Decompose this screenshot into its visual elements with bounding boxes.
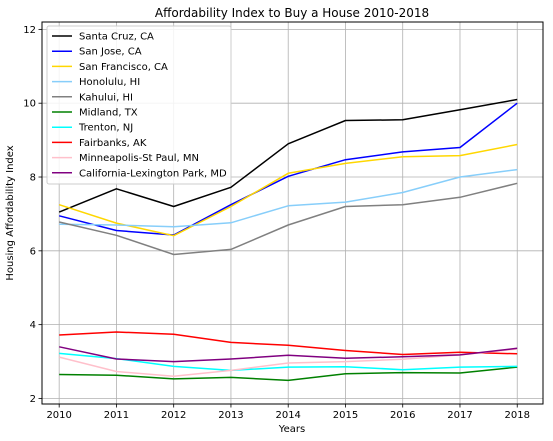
series-line-0 [58, 98, 518, 213]
legend-label: Minneapolis-St Paul, MN [79, 153, 199, 164]
legend-label: Trenton, NJ [78, 123, 133, 134]
legend-label: Santa Cruz, CA [79, 32, 154, 43]
series-line-7 [59, 331, 518, 356]
legend-label: California-Lexington Park, MD [79, 168, 227, 179]
legend-label: San Jose, CA [79, 47, 142, 58]
x-tick-label: 2011 [104, 410, 129, 421]
y-tick-label: 10 [23, 99, 36, 110]
chart-title: Affordability Index to Buy a House 2010-… [155, 6, 429, 20]
y-tick-label: 6 [30, 246, 36, 257]
series-lines [58, 98, 518, 382]
series-line-4 [59, 182, 518, 256]
y-tick-label: 8 [30, 173, 36, 184]
legend-box [46, 25, 232, 185]
legend-label: Midland, TX [79, 108, 138, 119]
legend-label: Honolulu, HI [79, 77, 140, 88]
x-tick-label: 2010 [46, 410, 71, 421]
series-line-2 [58, 143, 518, 237]
legend-label: Kahului, HI [79, 92, 133, 103]
legend-label: Fairbanks, AK [79, 138, 147, 149]
legend: Santa Cruz, CA San Jose, CA San Francisco,… [46, 25, 232, 185]
series-line-9 [59, 346, 518, 363]
series-line-3 [59, 168, 518, 228]
x-tick-label: 2013 [218, 410, 243, 421]
x-tick-label: 2017 [447, 410, 472, 421]
axis-ticks: 2010 2011 2012 2013 2014 2015 2016 2017 2018 2 4 6 8… [23, 25, 530, 421]
x-tick-label: 2014 [275, 410, 300, 421]
series-line-6 [59, 352, 518, 372]
y-axis-title: Housing Affordability Index [5, 145, 16, 280]
y-tick-label: 4 [30, 320, 36, 331]
x-tick-label: 2016 [390, 410, 415, 421]
series-line-8 [59, 348, 518, 378]
x-axis-title: Years [278, 424, 305, 435]
y-tick-label: 12 [23, 25, 36, 36]
x-tick-label: 2012 [161, 410, 186, 421]
legend-label: San Francisco, CA [79, 62, 168, 73]
series-line-1 [59, 102, 518, 236]
y-tick-label: 2 [30, 394, 36, 405]
x-tick-label: 2015 [333, 410, 358, 421]
plot-frame [41, 21, 544, 405]
x-tick-label: 2018 [505, 410, 530, 421]
series-line-5 [59, 366, 518, 382]
